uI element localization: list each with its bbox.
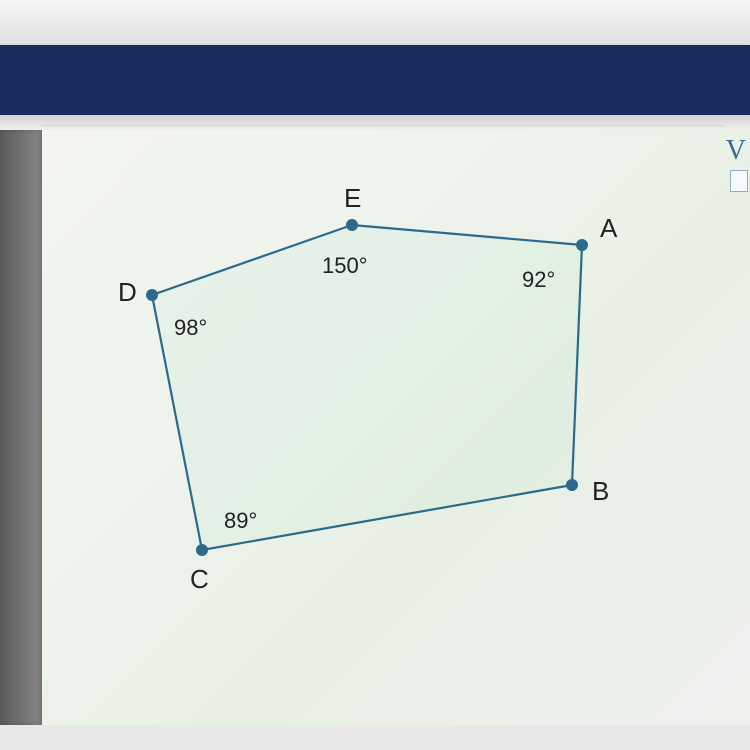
vertex-E <box>346 219 358 231</box>
right-hint-char: V <box>726 135 746 167</box>
left-sidebar <box>0 130 42 725</box>
app-navbar <box>0 45 750 115</box>
vertex-D <box>146 289 158 301</box>
panel-separator <box>42 125 725 126</box>
vertex-label-E: E <box>344 183 361 213</box>
vertex-label-B: B <box>592 476 609 506</box>
vertex-label-D: D <box>118 277 137 307</box>
angle-label-A: 92° <box>522 267 555 292</box>
vertex-B <box>566 479 578 491</box>
pentagon-svg: A 92° B C 89° D 98° E 150° <box>42 130 750 725</box>
vertex-label-C: C <box>190 564 209 594</box>
vertex-label-A: A <box>600 213 618 243</box>
right-input-box[interactable] <box>730 170 748 192</box>
vertex-A <box>576 239 588 251</box>
diagram-panel: A 92° B C 89° D 98° E 150° <box>42 130 750 725</box>
vertex-C <box>196 544 208 556</box>
angle-label-E: 150° <box>322 253 368 278</box>
main-area: A 92° B C 89° D 98° E 150° <box>0 130 750 725</box>
window-top-strip <box>0 0 750 45</box>
angle-label-D: 98° <box>174 315 207 340</box>
angle-label-C: 89° <box>224 508 257 533</box>
content-divider <box>0 115 750 130</box>
